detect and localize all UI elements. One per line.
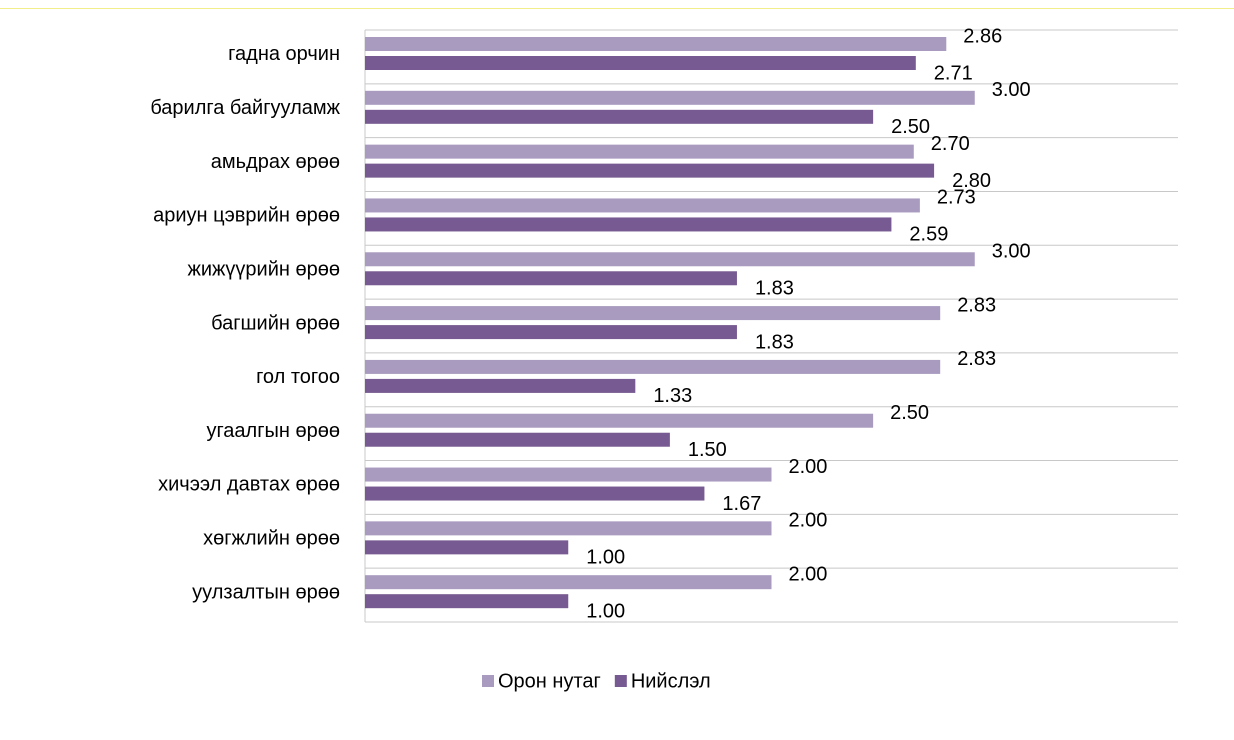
bar [365,325,737,340]
y-tick-label: багшийн өрөө [211,312,340,334]
data-label: 1.50 [688,439,727,461]
bar [365,594,569,609]
data-label: 1.67 [722,493,761,515]
data-label: 1.83 [755,278,794,300]
legend-swatch [482,675,494,687]
bar [365,540,569,555]
y-tick-label: угаалгын өрөө [206,420,340,442]
y-tick-label: гол тогоо [256,366,340,388]
y-tick-label: амьдрах өрөө [211,151,340,173]
bar [365,252,975,267]
data-label: 2.80 [952,170,991,192]
y-tick-label: ариун цэврийн өрөө [153,205,340,227]
legend-label: Орон нутаг [498,670,601,692]
data-label: 2.86 [963,25,1002,47]
bar [365,271,737,286]
y-tick-label: гадна орчин [228,43,340,65]
data-label: 1.00 [586,600,625,622]
bar [365,56,916,70]
bar [365,575,772,590]
y-tick-label: барилга байгууламж [150,97,340,119]
bar [365,432,670,447]
y-tick-label: жижүүрийн өрөө [188,258,341,280]
bar [365,217,892,232]
bar [365,521,772,536]
bar [365,359,941,374]
data-label: 2.00 [789,456,828,478]
data-label: 2.83 [957,294,996,316]
data-label: 2.73 [937,187,976,209]
data-label: 2.71 [934,62,973,84]
legend-swatch [614,675,627,687]
y-tick-label: хичээл давтах өрөө [158,474,340,496]
data-label: 2.50 [891,116,930,138]
bar [365,378,636,393]
legend-label: Нийслэл [631,670,711,692]
bar [365,90,975,105]
bar [365,306,941,321]
bar [365,109,874,124]
data-label: 1.83 [755,331,794,353]
data-label: 1.33 [653,385,692,407]
data-label: 2.00 [789,563,828,585]
data-label: 2.83 [957,348,996,370]
data-label: 2.50 [890,402,929,424]
bar [365,163,935,178]
y-tick-label: уулзалтын өрөө [192,581,340,603]
bar [365,413,874,428]
data-label: 2.70 [931,133,970,155]
bar [365,486,705,501]
data-label: 2.59 [909,224,948,246]
data-label: 3.00 [992,79,1031,101]
y-tick-label: хөгжлийн өрөө [203,528,340,550]
bar [365,467,772,482]
bar [365,37,947,51]
data-label: 2.00 [789,510,828,532]
data-label: 3.00 [992,241,1031,263]
data-label: 1.00 [586,547,625,569]
bar [365,198,920,213]
bar [365,144,914,159]
